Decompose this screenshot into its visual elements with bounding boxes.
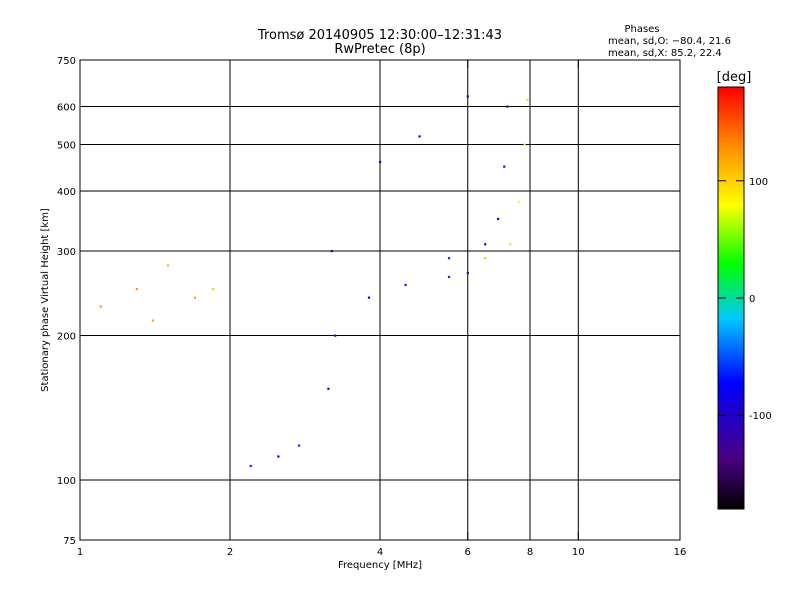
data-point [447, 275, 451, 279]
x-tick-label: 10 [572, 547, 585, 558]
data-point [523, 143, 526, 146]
x-tick-label: 8 [527, 547, 533, 558]
y-tick-label: 200 [57, 332, 76, 343]
stats-heading: Phases [624, 24, 659, 35]
x-axis-label: Frequency [MHz] [338, 560, 422, 571]
colorbar-label: [deg] [717, 70, 752, 85]
data-point [447, 257, 451, 260]
data-point [367, 296, 371, 299]
chart-title-line2: RwPretec (8p) [334, 42, 425, 57]
stats-line-o: mean, sd,O: −80.4, 21.6 [608, 36, 731, 47]
tick-layer: 1 2 4 6 8 10 16 75 100 200 300 400 500 600 750 [57, 56, 686, 558]
x-tick-label: 4 [377, 547, 383, 558]
chart-title-line1: Tromsø 20140905 12:30:00–12:31:43 [257, 28, 502, 43]
data-point [212, 288, 215, 291]
colorbar-tick-label: 0 [749, 294, 755, 305]
data-point [334, 334, 337, 337]
x-tick-label: 1 [77, 547, 83, 558]
y-tick-label: 400 [57, 187, 76, 198]
data-point [503, 165, 506, 168]
data-point [151, 319, 155, 322]
data-point [327, 387, 330, 390]
data-point [135, 288, 138, 291]
grid-layer [80, 60, 680, 540]
colorbar-ticks: 100 0 -100 [718, 177, 772, 422]
data-point [418, 135, 421, 138]
y-axis-label: Stationary phase Virtual Height [km] [40, 208, 51, 392]
data-point [484, 243, 487, 246]
data-point [99, 305, 102, 308]
data-point [466, 271, 469, 275]
x-tick-label: 6 [465, 547, 471, 558]
colorbar-tick-label: 100 [749, 177, 768, 188]
data-point [166, 264, 169, 267]
data-point [193, 296, 197, 299]
data-point [526, 98, 529, 101]
data-point [404, 283, 407, 287]
y-tick-label: 600 [57, 103, 76, 114]
data-point [277, 455, 280, 458]
data-point [466, 95, 469, 98]
y-tick-label: 300 [57, 247, 76, 258]
y-tick-label: 750 [57, 56, 76, 67]
data-point [496, 217, 500, 221]
data-point [297, 444, 301, 447]
stats-line-x: mean, sd,X: 85.2, 22.4 [608, 48, 722, 59]
y-tick-label: 100 [57, 476, 76, 487]
data-point [249, 464, 252, 468]
data-point [509, 243, 512, 246]
data-point [517, 200, 521, 203]
data-point [484, 257, 487, 260]
data-point [330, 250, 333, 253]
data-point [379, 160, 382, 164]
x-tick-label: 2 [227, 547, 233, 558]
y-tick-label: 75 [63, 536, 76, 547]
y-tick-label: 500 [57, 141, 76, 152]
colorbar-tick-label: -100 [749, 411, 772, 422]
data-point [506, 105, 509, 108]
point-layer [99, 95, 529, 468]
x-tick-label: 16 [674, 547, 687, 558]
